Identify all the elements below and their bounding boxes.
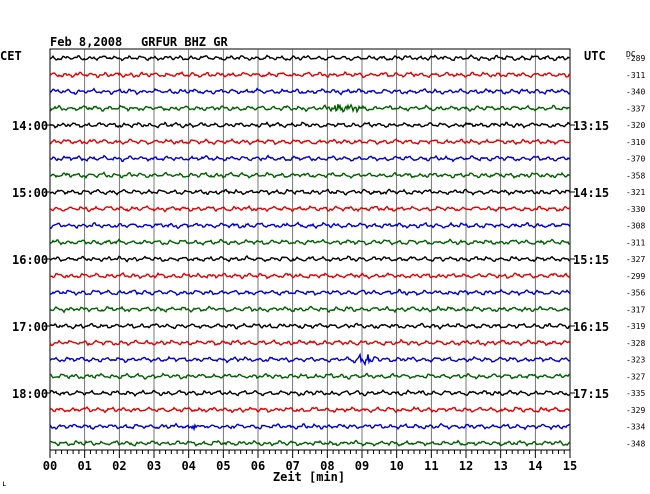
seismic-trace [49,121,571,129]
dc-offset-label: -370 [626,155,645,164]
dc-offset-label: -311 [626,238,645,247]
right-time-label: 13:15 [573,119,609,133]
seismic-trace [49,204,571,213]
x-tick-label: 10 [389,459,403,473]
x-axis-title: Zeit [min] [273,470,345,484]
seismic-trace [49,188,571,196]
seismic-trace [49,322,571,331]
dc-offset-label: -340 [626,88,645,97]
x-tick-label: 07 [285,459,299,473]
dc-offset-label: -330 [626,205,645,214]
seismic-trace [49,338,571,347]
seismic-trace [49,54,571,62]
dc-offset-label: -323 [626,356,645,365]
dc-offset-label: -299 [626,272,645,281]
dc-offset-label: -358 [626,171,645,180]
chart-traces [49,54,571,447]
x-tick-label: 03 [147,459,161,473]
chart-date: Feb 8,2008 [50,35,122,49]
x-tick-label: 08 [320,459,334,473]
dc-offset-label: -310 [626,138,645,147]
seismic-trace [49,406,571,414]
seismic-trace [49,305,571,314]
left-time-label: 14:00 [12,119,48,133]
dc-offset-label: -328 [626,339,645,348]
x-tick-label: 05 [216,459,230,473]
left-timezone-label: CET [0,49,22,63]
corner-mark: ʟ [2,479,7,488]
x-tick-label: 06 [251,459,265,473]
x-tick-label: 12 [459,459,473,473]
right-time-label: 16:15 [573,320,609,334]
chart-station: GRFUR BHZ GR [141,35,228,49]
dc-offset-label: -321 [626,188,645,197]
seismic-trace [49,87,571,96]
right-time-label: 14:15 [573,186,609,200]
right-time-label: 15:15 [573,253,609,267]
dc-offset-label: -320 [626,121,645,130]
seismic-trace [49,352,571,367]
dc-offset-label: -327 [626,255,645,264]
dc-offset-label: -329 [626,406,645,415]
x-tick-label: 15 [563,459,577,473]
seismic-trace [49,272,571,280]
seismic-trace [49,71,571,79]
seismic-trace [49,171,571,180]
x-tick-label: 14 [528,459,542,473]
chart-x-axis: 00 01 02 03 04 05 06 07 08 09 10 11 12 13 14 15 [43,450,577,473]
right-timezone-label: UTC [584,49,606,63]
dc-offset-label: -317 [626,305,645,314]
seismic-trace [49,221,571,230]
left-time-label: 15:00 [12,186,48,200]
dc-offset-label: -348 [626,439,645,448]
dc-offset-label: -311 [626,71,645,80]
x-tick-label: 00 [43,459,57,473]
dc-offset-label: -327 [626,372,645,381]
x-tick-label: 02 [112,459,126,473]
chart-grid [49,48,571,451]
seismic-trace [49,255,571,263]
seismic-trace [49,439,571,447]
seismic-trace [49,138,571,146]
x-tick-label: 11 [424,459,438,473]
dc-header: DC [626,50,636,59]
x-tick-label: 13 [493,459,507,473]
left-time-label: 17:00 [12,320,48,334]
x-tick-label: 09 [355,459,369,473]
x-tick-label: 01 [77,459,91,473]
dc-offset-label: -337 [626,104,645,113]
seismic-trace [49,422,571,432]
left-time-label: 18:00 [12,387,48,401]
seismic-trace [49,372,571,380]
dc-offset-label: -308 [626,222,645,231]
chart-row-labels: -289 -311 -340 -337 -320 -310 -370 -358 -321 -330… [12,54,645,448]
dc-offset-label: -334 [626,423,645,432]
dc-offset-label: -356 [626,289,645,298]
dc-offset-label: -335 [626,389,645,398]
dc-offset-label: -289 [626,54,645,63]
seismic-trace [49,238,571,247]
x-tick-label: 04 [181,459,195,473]
left-time-label: 16:00 [12,253,48,267]
seismic-trace [49,389,571,397]
seismic-trace [49,288,571,297]
right-time-label: 17:15 [573,387,609,401]
dc-offset-label: -319 [626,322,645,331]
seismic-trace [49,154,571,163]
seismic-trace [49,103,571,114]
